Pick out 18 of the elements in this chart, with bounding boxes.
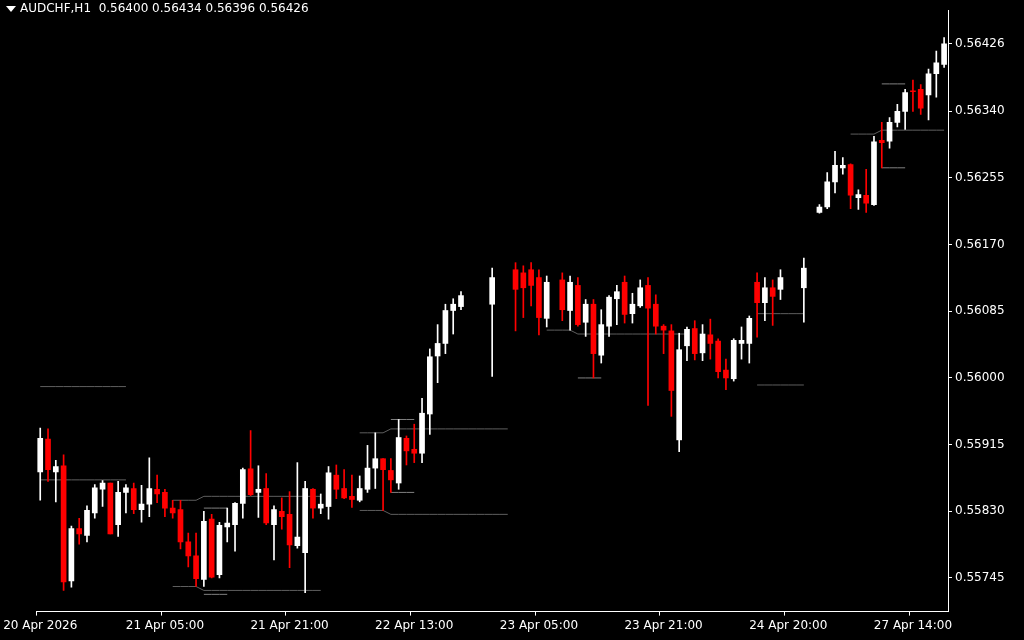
y-tick-label: 0.56170 [955,236,1005,251]
x-tick-label: 27 Apr 14:00 [873,617,953,632]
y-tick-label: 0.56340 [955,103,1005,118]
y-tick-label: 0.55915 [955,436,1005,451]
x-tick-label: 22 Apr 13:00 [375,617,454,632]
x-tick-label: 24 Apr 20:00 [749,617,828,632]
x-tick-label: 23 Apr 21:00 [624,617,703,632]
y-tick-label: 0.56085 [955,303,1005,318]
y-tick-label: 0.55830 [955,503,1005,518]
x-tick-label: 20 Apr 2026 [3,617,78,632]
x-tick-label: 21 Apr 21:00 [250,617,329,632]
y-tick-label: 0.55745 [955,570,1005,585]
chart-title: AUDCHF,H1 0.56400 0.56434 0.56396 0.56426 [20,1,309,15]
y-tick-label: 0.56255 [955,170,1005,185]
x-tick-label: 23 Apr 05:00 [499,617,579,632]
y-tick-label: 0.56426 [955,36,1005,51]
y-tick-label: 0.56000 [955,370,1005,385]
x-tick-label: 21 Apr 05:00 [125,617,205,632]
